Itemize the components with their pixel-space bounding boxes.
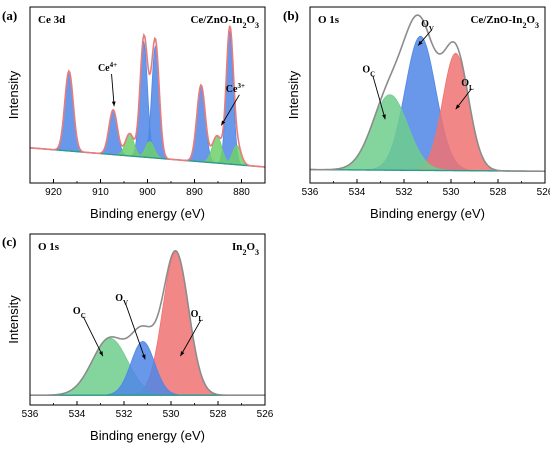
annotation-label: OV bbox=[421, 19, 434, 33]
annotation-label: OC bbox=[362, 64, 375, 78]
x-axis-title: Binding energy (eV) bbox=[370, 206, 485, 221]
x-tick-label: 530 bbox=[443, 187, 460, 198]
plot-area bbox=[30, 249, 265, 397]
spectrum-label: Ce 3d bbox=[38, 14, 65, 26]
x-axis-title: Binding energy (eV) bbox=[90, 428, 205, 443]
annotation-label: OC bbox=[73, 306, 86, 320]
x-tick-label: 534 bbox=[69, 409, 86, 420]
x-tick-label: 534 bbox=[349, 187, 366, 198]
envelope-curve bbox=[310, 14, 545, 173]
annotation-label: OL bbox=[191, 309, 204, 323]
annotation-label: Ce3+ bbox=[226, 82, 245, 95]
x-tick-label: 536 bbox=[22, 409, 39, 420]
plot-area bbox=[30, 25, 265, 168]
arrowhead bbox=[141, 354, 146, 360]
y-axis-title: Intensity bbox=[286, 70, 301, 119]
annotation-arrow bbox=[180, 319, 202, 357]
y-axis-title: Intensity bbox=[6, 70, 21, 119]
chart-panel-a: (a) 920 910 900 890 880 Binding energy (eV) Int… bbox=[2, 6, 266, 221]
arrowhead bbox=[221, 120, 226, 126]
x-axis-title: Binding energy (eV) bbox=[90, 206, 205, 221]
chart-panel-b: (b) 536 534 532 530 528 526 Binding energy (eV)… bbox=[283, 6, 550, 221]
background-line bbox=[30, 147, 265, 168]
annotation-arrow bbox=[372, 75, 386, 120]
x-tick-label: 910 bbox=[92, 187, 109, 198]
x-tick-label: 890 bbox=[186, 187, 203, 198]
arrowhead bbox=[111, 101, 116, 107]
x-tick-label: 530 bbox=[163, 409, 180, 420]
panel-letter: (b) bbox=[283, 8, 299, 23]
envelope-curve bbox=[30, 249, 265, 397]
chart-panel-c: (c) 536 534 532 530 528 526 Binding energy (eV)… bbox=[2, 233, 274, 443]
x-tick-label: 880 bbox=[233, 187, 250, 198]
arrowhead bbox=[180, 351, 185, 357]
x-tick-label: 528 bbox=[210, 409, 227, 420]
sample-label: In2O3 bbox=[232, 241, 259, 257]
annotation-label: OV bbox=[115, 293, 128, 307]
sample-label: Ce/ZnO-In2O3 bbox=[470, 14, 539, 30]
x-tick-label: 526 bbox=[537, 187, 550, 198]
peak-ov-peak-0 bbox=[310, 35, 545, 172]
annotation-arrow bbox=[125, 303, 146, 360]
annotation-arrow bbox=[220, 94, 240, 126]
x-tick-label: 532 bbox=[116, 409, 133, 420]
sample-label: Ce/ZnO-In2O3 bbox=[190, 14, 259, 30]
x-tick-label: 532 bbox=[396, 187, 413, 198]
annotation-arrow bbox=[111, 73, 115, 107]
arrowhead bbox=[382, 114, 386, 120]
panel-letter: (c) bbox=[2, 234, 16, 249]
annotation-label: OL bbox=[461, 78, 474, 92]
arrowhead bbox=[455, 104, 461, 110]
peak-ov-peak-0 bbox=[30, 341, 265, 396]
x-tick-label: 920 bbox=[45, 187, 62, 198]
x-tick-label: 526 bbox=[257, 409, 274, 420]
plot-area bbox=[310, 14, 545, 173]
arrowhead bbox=[99, 351, 103, 357]
spectrum-label: O 1s bbox=[318, 14, 340, 26]
x-tick-label: 900 bbox=[139, 187, 156, 198]
arrowhead bbox=[418, 40, 423, 46]
annotation-label: Ce4+ bbox=[98, 61, 117, 74]
annotation-arrow bbox=[82, 316, 104, 357]
envelope-curve bbox=[30, 25, 265, 168]
x-tick-label: 536 bbox=[302, 187, 319, 198]
x-tick-label: 528 bbox=[490, 187, 507, 198]
y-axis-title: Intensity bbox=[6, 295, 21, 344]
panel-letter: (a) bbox=[2, 8, 17, 23]
spectrum-label: O 1s bbox=[38, 241, 60, 253]
